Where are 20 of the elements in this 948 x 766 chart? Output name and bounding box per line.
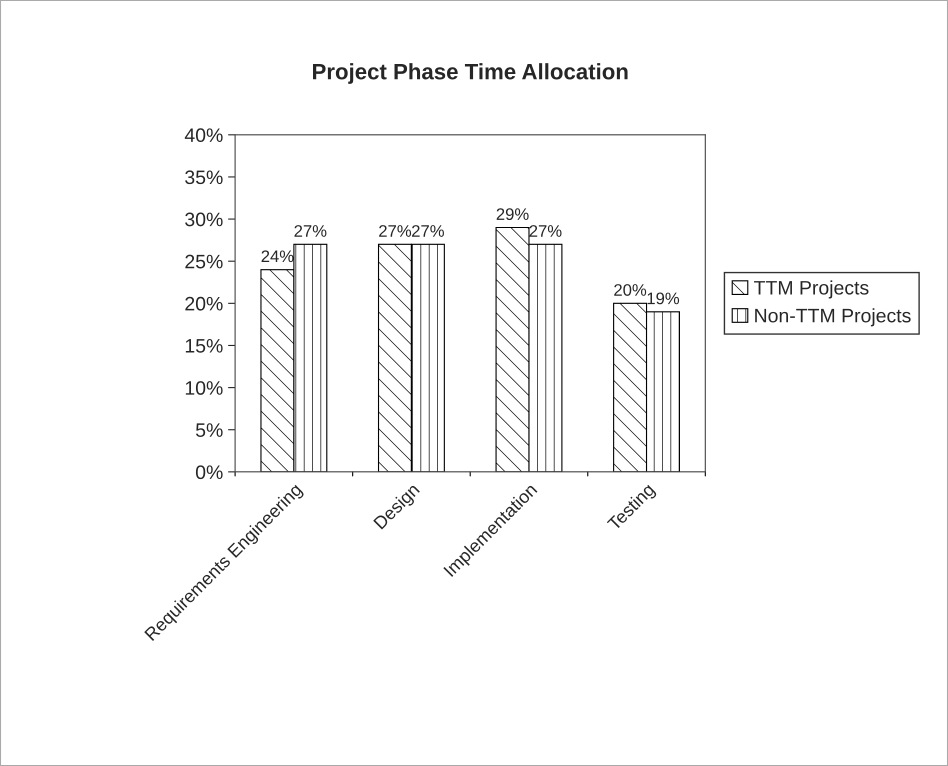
chart-title: Project Phase Time Allocation [313,63,628,84]
data-label: 20% [614,284,646,296]
y-tick-label: 35% [185,170,223,184]
legend-label: Non-TTM Projects [755,308,911,326]
data-label: 19% [648,292,680,304]
y-tick-label: 15% [186,339,223,353]
y-tick-label: 10% [186,381,223,395]
y-tick-label: 5% [196,423,223,437]
y-tick-label: 30% [185,212,223,226]
data-label: 29% [496,208,529,220]
data-label: 27% [294,225,326,237]
data-label: 27% [379,225,412,237]
legend-label: TTM Projects [754,280,868,298]
y-tick-label: 20% [185,296,223,311]
data-label: 27% [530,225,562,237]
y-tick-label: 40% [184,128,223,142]
data-label: 24% [262,250,294,262]
y-tick-label: 25% [185,254,223,268]
data-label: 27% [412,225,444,237]
y-tick-label: 0% [196,465,223,480]
